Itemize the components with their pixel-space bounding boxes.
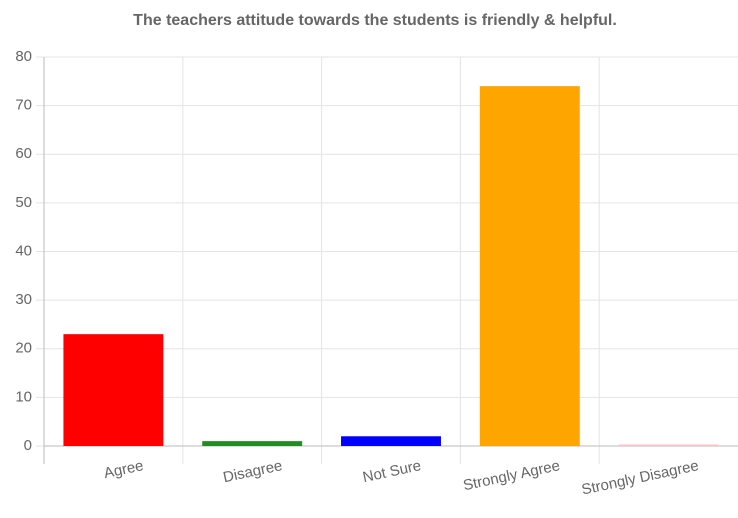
y-tick-label: 40 <box>15 242 32 259</box>
y-tick-label: 70 <box>15 97 32 114</box>
bar <box>341 436 441 446</box>
y-tick-label: 60 <box>15 145 32 162</box>
bar <box>63 334 164 446</box>
y-tick-label: 80 <box>15 48 32 65</box>
x-tick-label: Strongly Disagree <box>580 457 700 498</box>
y-tick-label: 0 <box>24 437 32 454</box>
y-tick-label: 10 <box>15 388 32 405</box>
bar <box>618 444 719 446</box>
bar <box>479 86 580 447</box>
x-tick-label: Agree <box>102 457 145 482</box>
y-tick-label: 30 <box>15 291 32 308</box>
x-tick-label: Not Sure <box>361 457 422 486</box>
x-tick-label: Strongly Agree <box>462 457 562 494</box>
y-tick-label: 20 <box>15 340 32 357</box>
y-tick-label: 50 <box>15 194 32 211</box>
bar <box>202 441 303 446</box>
x-tick-label: Disagree <box>222 457 284 486</box>
chart-title: The teachers attitude towards the studen… <box>133 12 617 29</box>
